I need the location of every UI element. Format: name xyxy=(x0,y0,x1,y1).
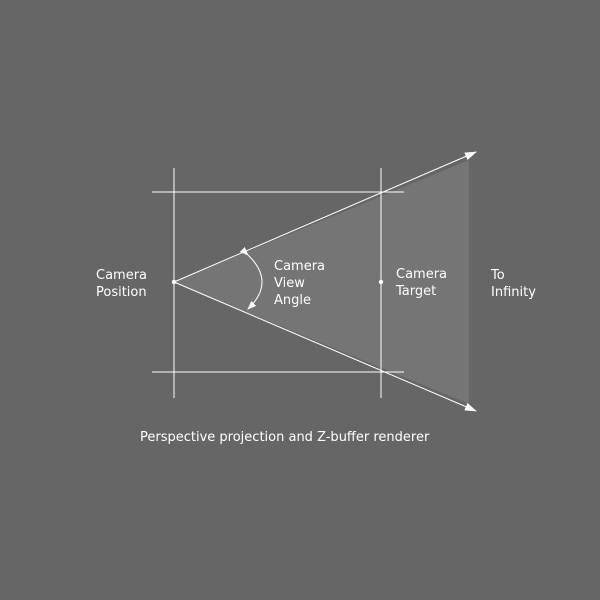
camera-view-angle-label-line-1: Camera xyxy=(274,259,325,274)
camera-view-angle-label: Camera View Angle xyxy=(274,259,329,308)
camera-position-label-line-1: Camera xyxy=(96,268,147,283)
camera-position-label: Camera Position xyxy=(96,268,151,300)
to-infinity-label-line-1: To xyxy=(490,268,505,283)
upper-view-ray xyxy=(173,151,477,283)
to-infinity-label: To Infinity xyxy=(490,268,536,300)
camera-target-point xyxy=(378,279,384,285)
diagram-caption: Perspective projection and Z-buffer rend… xyxy=(140,430,430,445)
to-infinity-label-line-2: Infinity xyxy=(491,285,536,300)
view-angle-arc xyxy=(239,246,263,310)
lower-view-ray xyxy=(173,281,477,412)
camera-view-angle-label-line-2: View xyxy=(274,276,305,291)
camera-target-label: Camera Target xyxy=(395,267,451,299)
view-frustum xyxy=(174,160,469,404)
camera-target-label-line-2: Target xyxy=(395,284,436,299)
camera-position-label-line-2: Position xyxy=(96,285,147,300)
camera-view-angle-label-line-3: Angle xyxy=(274,293,311,308)
camera-position-point xyxy=(171,279,177,285)
camera-target-label-line-1: Camera xyxy=(396,267,447,282)
